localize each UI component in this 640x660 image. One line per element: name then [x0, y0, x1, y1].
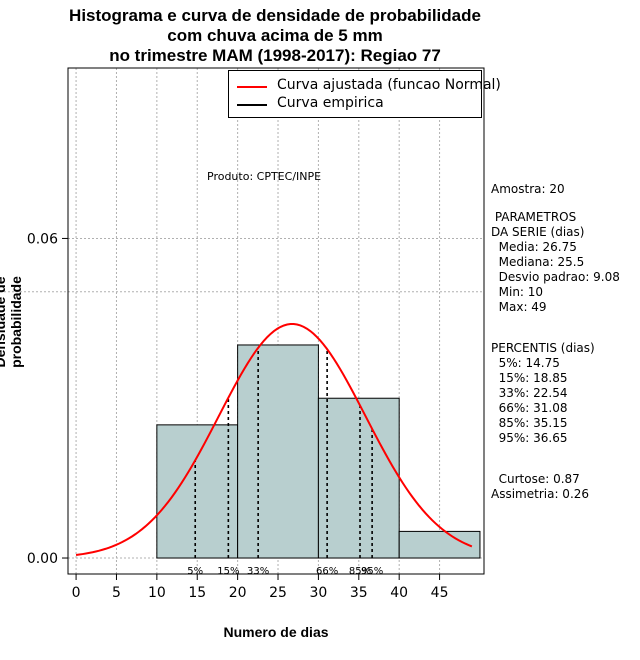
percentile-label-2: 33% [247, 566, 269, 577]
legend-swatch-empirical [237, 104, 267, 106]
percentile-label-0: 5% [187, 566, 203, 577]
y-axis-label: Densidade de probabilidade [0, 276, 24, 368]
x-tick-label-25: 25 [269, 585, 287, 601]
x-tick-label-0: 0 [72, 585, 81, 601]
stat-p66: 66%: 31.08 [491, 401, 568, 415]
y-tick-label-1: 0.06 [27, 231, 58, 247]
y-tick-label-0: 0.00 [27, 551, 58, 567]
legend-label-empirical: Curva empirica [277, 95, 384, 111]
chart-title-line-1: Histograma e curva de densidade de proba… [69, 6, 481, 25]
stat-min: Min: 10 [491, 285, 544, 299]
product-credit: Produto: CPTEC/INPE [207, 170, 322, 183]
legend-swatch-fitted [237, 86, 267, 88]
histogram-bar-0 [156, 424, 239, 559]
stat-mediana: Mediana: 25.5 [491, 255, 585, 269]
stat-percentis-header: PERCENTIS (dias) [491, 341, 595, 355]
stat-media: Media: 26.75 [491, 240, 577, 254]
stat-p5: 5%: 14.75 [491, 356, 560, 370]
percentile-label-3: 66% [316, 566, 338, 577]
x-tick-label-5: 5 [112, 585, 121, 601]
histogram-bar-2 [317, 397, 400, 559]
x-tick-label-20: 20 [229, 585, 247, 601]
stat-param-header-2: DA SERIE (dias) [491, 225, 585, 239]
stat-amostra: Amostra: 20 [491, 182, 565, 196]
stat-p95: 95%: 36.65 [491, 431, 568, 445]
percentile-label-1: 15% [217, 566, 239, 577]
stat-p85: 85%: 35.15 [491, 416, 568, 430]
histogram-bar-1 [237, 344, 319, 559]
x-tick-label-40: 40 [390, 585, 408, 601]
chart-title-line-2: com chuva acima de 5 mm [167, 26, 383, 45]
chart-title-line-3: no trimestre MAM (1998-2017): Regiao 77 [109, 46, 441, 65]
x-tick-label-15: 15 [188, 585, 206, 601]
fitted-normal-curve [75, 323, 473, 556]
stat-curtose: Curtose: 0.87 [491, 472, 580, 486]
percentile-label-4: 85% [349, 566, 371, 577]
x-tick-label-30: 30 [309, 585, 327, 601]
stat-assimetria: Assimetria: 0.26 [491, 487, 590, 501]
x-axis-label: Numero de dias [223, 624, 329, 640]
percentile-label-5: 95% [361, 566, 383, 577]
x-tick-label-45: 45 [431, 585, 449, 601]
stat-param-header-1: PARAMETROS [491, 210, 577, 224]
stat-desvio: Desvio padrao: 9.08 [491, 270, 620, 284]
x-tick-label-35: 35 [350, 585, 368, 601]
stat-max: Max: 49 [491, 300, 547, 314]
legend: Curva ajustada (funcao Normal) Curva emp… [228, 70, 501, 118]
stat-p33: 33%: 22.54 [491, 386, 568, 400]
x-tick-label-10: 10 [148, 585, 166, 601]
plot-frame [67, 67, 485, 575]
legend-label-fitted: Curva ajustada (funcao Normal) [277, 77, 501, 93]
stat-p15: 15%: 18.85 [491, 371, 568, 385]
